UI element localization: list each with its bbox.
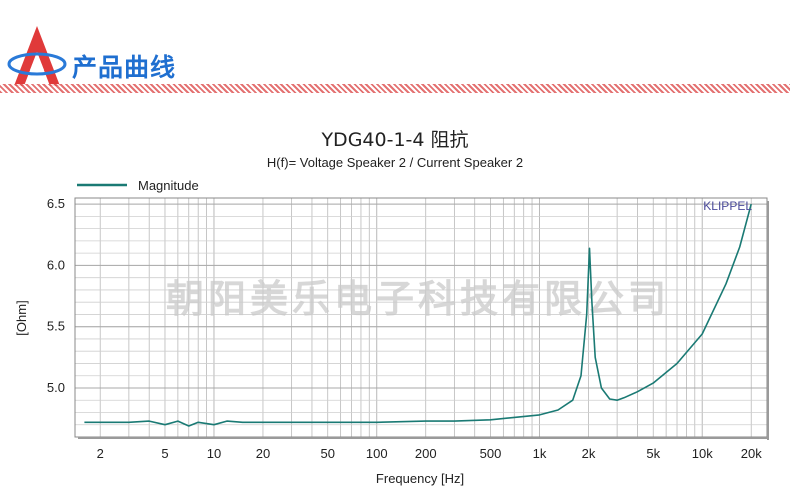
- x-axis-label: Frequency [Hz]: [376, 471, 464, 486]
- watermark-text: 朝阳美乐电子科技有限公司: [166, 277, 670, 321]
- magnitude-line: [84, 203, 752, 427]
- x-tick-label: 10k: [692, 446, 713, 461]
- x-tick-label: 2: [97, 446, 104, 461]
- x-tick-label: 200: [415, 446, 437, 461]
- y-axis-label: [Ohm]: [14, 300, 29, 335]
- x-tick-label: 5k: [646, 446, 660, 461]
- y-tick-label: 5.0: [47, 380, 65, 395]
- x-tick-label: 20: [256, 446, 270, 461]
- x-tick-label: 5: [161, 446, 168, 461]
- legend-label: Magnitude: [138, 178, 199, 193]
- company-logo: [7, 26, 67, 86]
- page-header: 产品曲线: [0, 0, 790, 100]
- chart-subtitle: H(f)= Voltage Speaker 2 / Current Speake…: [266, 155, 524, 170]
- x-tick-label: 20k: [741, 446, 762, 461]
- x-tick-label: 1k: [533, 446, 547, 461]
- brand-label: KLIPPEL: [703, 199, 752, 213]
- y-tick-label: 5.5: [47, 319, 65, 334]
- x-tick-label: 500: [480, 446, 502, 461]
- x-tick-label: 100: [366, 446, 388, 461]
- x-tick-label: 50: [320, 446, 334, 461]
- x-tick-label: 2k: [582, 446, 596, 461]
- plot-area: [75, 198, 767, 437]
- y-tick-label: 6.0: [47, 257, 65, 272]
- decorative-band: [0, 84, 790, 93]
- section-title: 产品曲线: [72, 53, 177, 82]
- x-tick-label: 10: [207, 446, 221, 461]
- chart-title: YDG40-1-4 阻抗: [321, 129, 469, 151]
- y-tick-label: 6.5: [47, 196, 65, 211]
